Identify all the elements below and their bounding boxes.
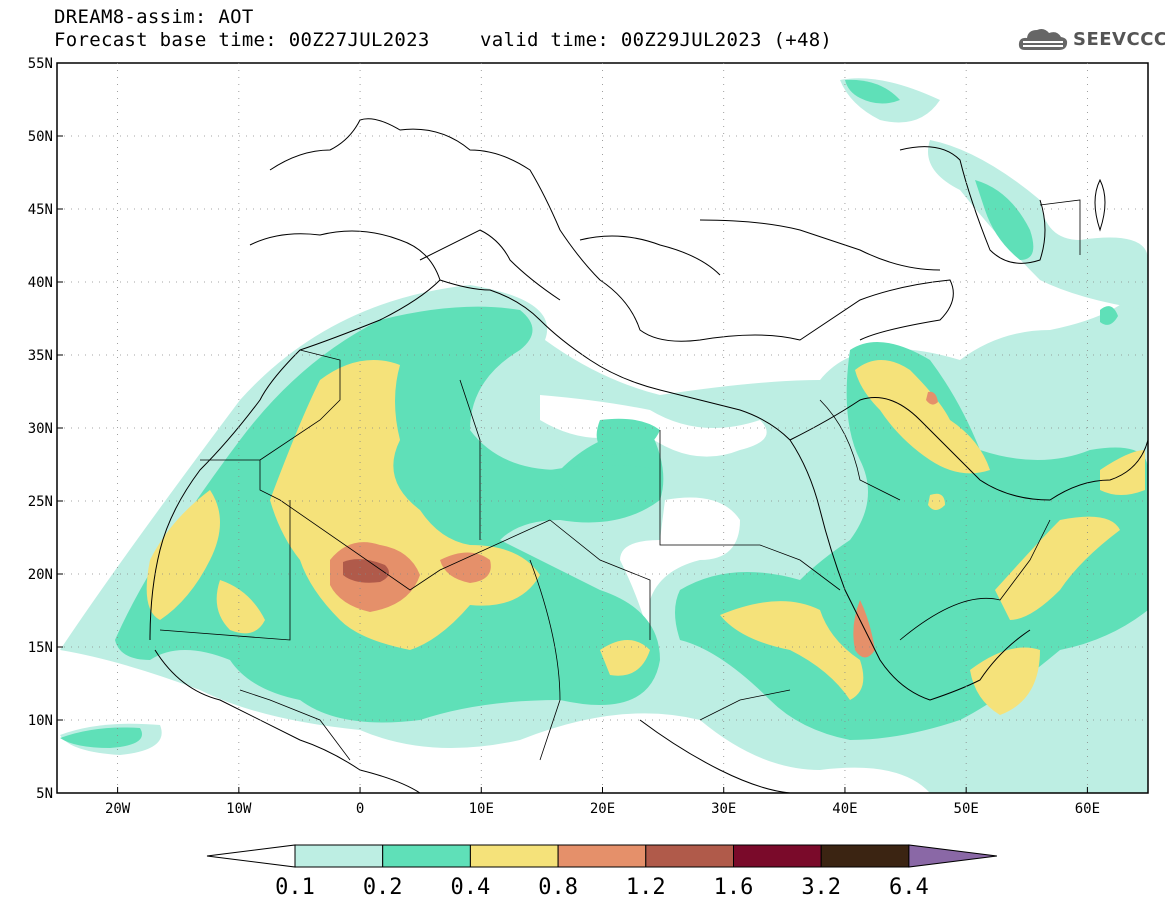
seevccc-logo: SEEVCCC xyxy=(1017,24,1165,54)
lat-label: 25N xyxy=(28,494,53,510)
colorbar-segment xyxy=(469,844,559,868)
longitude-labels: 20W 10W 0 10E 20E 30E 40E 50E 60E xyxy=(105,801,1100,817)
lon-label: 40E xyxy=(832,801,857,817)
lat-label: 35N xyxy=(28,348,53,364)
country-borders xyxy=(159,199,1081,761)
graticule xyxy=(57,62,1148,794)
colorbar-label: 1.2 xyxy=(626,875,666,900)
map-title: DREAM8-assim: AOT xyxy=(54,6,254,28)
lat-label: 55N xyxy=(28,56,53,72)
lat-label: 20N xyxy=(28,567,53,583)
aot-field xyxy=(60,78,1148,793)
lon-label: 10E xyxy=(469,801,494,817)
colorbar-upper-arrow xyxy=(908,844,997,868)
colorbar: 0.1 0.2 0.4 0.8 1.2 1.6 3.2 6.4 xyxy=(206,844,997,900)
aot-level-1.2 xyxy=(343,559,389,583)
lon-label: 10W xyxy=(226,801,252,817)
lon-label: 20E xyxy=(590,801,615,817)
lat-label: 15N xyxy=(28,640,53,656)
colorbar-segment xyxy=(294,844,384,868)
lat-label: 45N xyxy=(28,202,53,218)
lat-label: 10N xyxy=(28,713,53,729)
colorbar-segment xyxy=(733,844,822,868)
lat-label: 50N xyxy=(28,129,53,145)
logo-text: SEEVCCC xyxy=(1073,28,1165,50)
colorbar-label: 0.8 xyxy=(538,875,578,900)
colorbar-segment xyxy=(820,844,910,868)
lon-label: 20W xyxy=(105,801,131,817)
colorbar-label: 0.2 xyxy=(363,875,403,900)
colorbar-label: 1.6 xyxy=(714,875,754,900)
colorbar-segment xyxy=(557,844,647,868)
lon-label: 0 xyxy=(356,801,364,817)
lat-label: 5N xyxy=(36,786,53,802)
colorbar-lower-arrow xyxy=(206,844,296,868)
lat-label: 30N xyxy=(28,421,53,437)
colorbar-segment xyxy=(382,844,471,868)
colorbar-label: 0.4 xyxy=(451,875,491,900)
colorbar-label: 3.2 xyxy=(801,875,841,900)
colorbar-segment xyxy=(645,844,734,868)
latitude-labels: 55N 50N 45N 40N 35N 30N 25N 20N 15N 10N 5N xyxy=(28,56,53,802)
lon-label: 50E xyxy=(954,801,979,817)
lon-label: 60E xyxy=(1075,801,1100,817)
coastlines xyxy=(149,118,1148,793)
colorbar-label: 0.1 xyxy=(275,875,315,900)
colorbar-label: 6.4 xyxy=(889,875,929,900)
lon-label: 30E xyxy=(711,801,736,817)
forecast-base-time: Forecast base time: 00Z27JUL2023 xyxy=(54,29,430,51)
valid-time: valid time: 00Z29JUL2023 (+48) xyxy=(480,29,833,51)
lat-label: 40N xyxy=(28,275,53,291)
cloud-icon xyxy=(1018,29,1068,50)
